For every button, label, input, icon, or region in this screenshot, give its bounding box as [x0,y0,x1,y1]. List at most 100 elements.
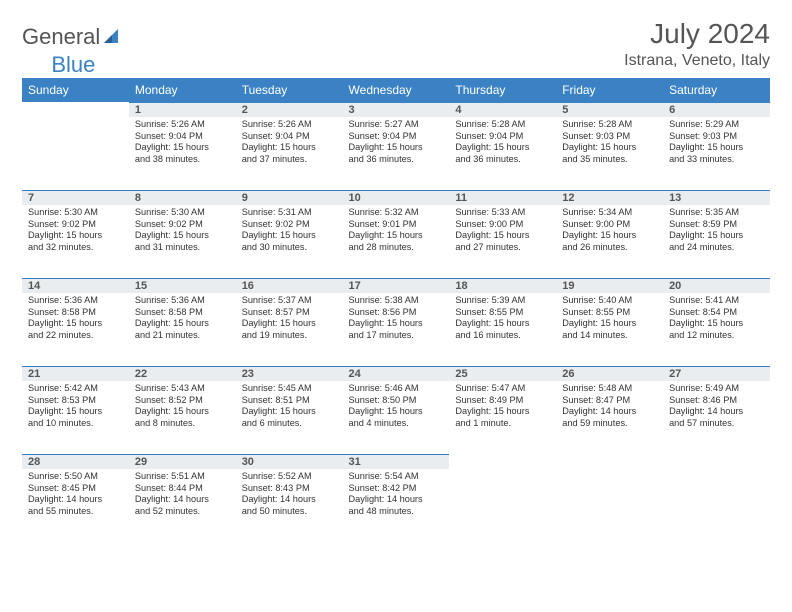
sunrise-text: Sunrise: 5:39 AM [455,295,550,307]
sunrise-text: Sunrise: 5:46 AM [349,383,444,395]
daylight-text: and 19 minutes. [242,330,337,342]
sunset-text: Sunset: 8:54 PM [669,307,764,319]
daylight-text: and 28 minutes. [349,242,444,254]
sunrise-text: Sunrise: 5:43 AM [135,383,230,395]
daylight-text: and 6 minutes. [242,418,337,430]
sunset-text: Sunset: 8:55 PM [455,307,550,319]
logo-text-2: Blue [51,52,95,78]
sunset-text: Sunset: 9:04 PM [349,131,444,143]
sunset-text: Sunset: 8:42 PM [349,483,444,495]
daylight-text: Daylight: 15 hours [349,318,444,330]
day-number: 22 [129,366,236,381]
calendar-cell [449,454,556,542]
sunset-text: Sunset: 9:03 PM [669,131,764,143]
sunrise-text: Sunrise: 5:37 AM [242,295,337,307]
daylight-text: and 55 minutes. [28,506,123,518]
sunrise-text: Sunrise: 5:50 AM [28,471,123,483]
calendar-cell: 16Sunrise: 5:37 AMSunset: 8:57 PMDayligh… [236,278,343,366]
day-number: 3 [343,102,450,117]
daylight-text: Daylight: 15 hours [242,142,337,154]
daylight-text: Daylight: 15 hours [135,230,230,242]
sunrise-text: Sunrise: 5:38 AM [349,295,444,307]
daylight-text: and 8 minutes. [135,418,230,430]
daylight-text: Daylight: 14 hours [562,406,657,418]
daylight-text: and 33 minutes. [669,154,764,166]
sunrise-text: Sunrise: 5:28 AM [455,119,550,131]
daylight-text: Daylight: 14 hours [242,494,337,506]
sunset-text: Sunset: 8:53 PM [28,395,123,407]
daylight-text: Daylight: 14 hours [28,494,123,506]
sunrise-text: Sunrise: 5:42 AM [28,383,123,395]
sunset-text: Sunset: 8:45 PM [28,483,123,495]
calendar-week-row: 14Sunrise: 5:36 AMSunset: 8:58 PMDayligh… [22,278,770,366]
daylight-text: and 26 minutes. [562,242,657,254]
day-number: 15 [129,278,236,293]
calendar-cell [556,454,663,542]
daylight-text: Daylight: 15 hours [28,318,123,330]
calendar-cell: 15Sunrise: 5:36 AMSunset: 8:58 PMDayligh… [129,278,236,366]
daylight-text: and 14 minutes. [562,330,657,342]
day-number: 13 [663,190,770,205]
calendar-cell: 20Sunrise: 5:41 AMSunset: 8:54 PMDayligh… [663,278,770,366]
day-number: 1 [129,102,236,117]
sunset-text: Sunset: 8:47 PM [562,395,657,407]
daylight-text: Daylight: 15 hours [455,230,550,242]
sunrise-text: Sunrise: 5:27 AM [349,119,444,131]
calendar-cell: 27Sunrise: 5:49 AMSunset: 8:46 PMDayligh… [663,366,770,454]
weekday-header: Tuesday [236,78,343,102]
sunrise-text: Sunrise: 5:36 AM [135,295,230,307]
weekday-header: Wednesday [343,78,450,102]
sunset-text: Sunset: 8:46 PM [669,395,764,407]
calendar-cell: 24Sunrise: 5:46 AMSunset: 8:50 PMDayligh… [343,366,450,454]
daylight-text: and 57 minutes. [669,418,764,430]
calendar-cell: 26Sunrise: 5:48 AMSunset: 8:47 PMDayligh… [556,366,663,454]
daylight-text: and 32 minutes. [28,242,123,254]
sunset-text: Sunset: 9:00 PM [455,219,550,231]
day-number: 30 [236,454,343,469]
sunset-text: Sunset: 8:56 PM [349,307,444,319]
day-number: 11 [449,190,556,205]
daylight-text: and 12 minutes. [669,330,764,342]
daylight-text: Daylight: 15 hours [242,318,337,330]
sunset-text: Sunset: 9:01 PM [349,219,444,231]
calendar-week-row: 7Sunrise: 5:30 AMSunset: 9:02 PMDaylight… [22,190,770,278]
daylight-text: Daylight: 14 hours [135,494,230,506]
calendar-cell: 6Sunrise: 5:29 AMSunset: 9:03 PMDaylight… [663,102,770,190]
day-number: 8 [129,190,236,205]
day-number: 29 [129,454,236,469]
sunset-text: Sunset: 8:58 PM [135,307,230,319]
sunrise-text: Sunrise: 5:36 AM [28,295,123,307]
sunrise-text: Sunrise: 5:34 AM [562,207,657,219]
location-subtitle: Istrana, Veneto, Italy [624,52,770,70]
daylight-text: and 16 minutes. [455,330,550,342]
daylight-text: and 50 minutes. [242,506,337,518]
day-number: 19 [556,278,663,293]
day-number: 20 [663,278,770,293]
daylight-text: and 31 minutes. [135,242,230,254]
calendar-cell: 11 Sunrise: 5:33 AMSunset: 9:00 PMDayligh… [449,190,556,278]
daylight-text: Daylight: 15 hours [242,406,337,418]
day-number: 27 [663,366,770,381]
daylight-text: and 52 minutes. [135,506,230,518]
sunset-text: Sunset: 9:04 PM [455,131,550,143]
calendar-cell: 22Sunrise: 5:43 AMSunset: 8:52 PMDayligh… [129,366,236,454]
day-number: 17 [343,278,450,293]
daylight-text: and 38 minutes. [135,154,230,166]
daylight-text: Daylight: 15 hours [669,318,764,330]
calendar-cell: 9Sunrise: 5:31 AMSunset: 9:02 PMDaylight… [236,190,343,278]
sunset-text: Sunset: 9:02 PM [28,219,123,231]
sunrise-text: Sunrise: 5:33 AM [455,207,550,219]
daylight-text: and 22 minutes. [28,330,123,342]
daylight-text: Daylight: 15 hours [349,406,444,418]
sunrise-text: Sunrise: 5:40 AM [562,295,657,307]
weekday-header: Thursday [449,78,556,102]
daylight-text: and 1 minute. [455,418,550,430]
daylight-text: Daylight: 15 hours [455,142,550,154]
sunrise-text: Sunrise: 5:49 AM [669,383,764,395]
day-number: 28 [22,454,129,469]
calendar-cell: 7Sunrise: 5:30 AMSunset: 9:02 PMDaylight… [22,190,129,278]
calendar-cell: 25Sunrise: 5:47 AMSunset: 8:49 PMDayligh… [449,366,556,454]
logo-sail-icon [102,27,122,45]
calendar-week-row: 21Sunrise: 5:42 AMSunset: 8:53 PMDayligh… [22,366,770,454]
sunset-text: Sunset: 8:58 PM [28,307,123,319]
